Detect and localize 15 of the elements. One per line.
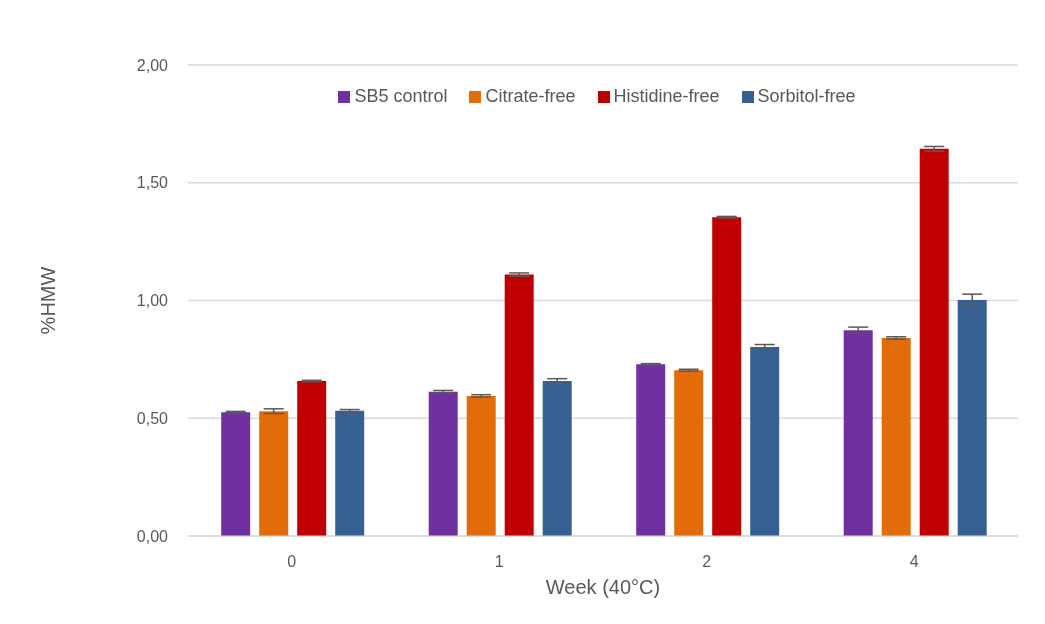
y-tick-label: 2,00 (136, 56, 169, 74)
legend-label: Histidine-free (613, 86, 720, 106)
x-tick-label: 0 (287, 553, 297, 571)
y-tick-label: 0,50 (136, 409, 169, 427)
x-tick-label: 2 (702, 553, 712, 571)
x-axis-title: Week (40°C) (545, 576, 661, 598)
legend-label: SB5 control (354, 86, 448, 106)
y-axis-title: %HMW (37, 266, 60, 335)
y-tick-label: 0,00 (136, 527, 169, 545)
x-tick-label: 4 (909, 553, 919, 571)
x-tick-label: 1 (494, 553, 504, 571)
y-tick-label: 1,50 (136, 174, 169, 192)
legend-label: Citrate-free (485, 86, 576, 106)
legend-label: Sorbitol-free (757, 86, 856, 106)
y-tick-label: 1,00 (136, 292, 169, 310)
